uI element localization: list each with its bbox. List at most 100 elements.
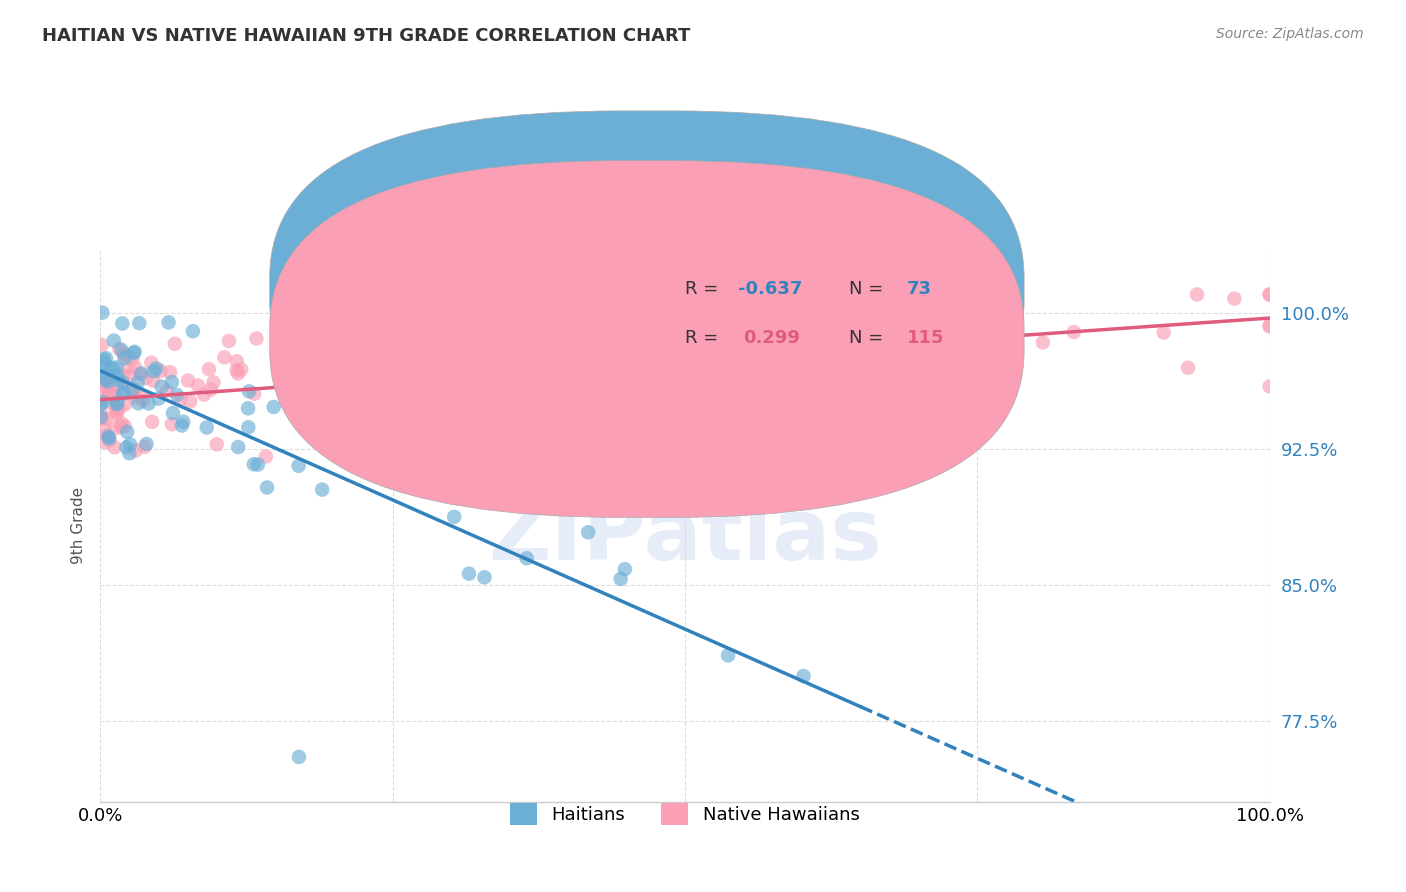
Point [172,415,194,429]
Point [541,322,564,336]
Point [157,315,180,329]
Point [1258,319,1281,334]
Point [90,407,112,421]
Text: N =: N = [849,329,889,347]
Point [124,344,146,359]
Point [115,349,138,363]
Point [200,383,222,397]
Point [91,305,114,319]
Point [145,361,167,376]
Point [613,562,636,576]
Point [103,361,125,376]
FancyBboxPatch shape [270,161,1024,517]
Point [105,407,128,421]
Point [352,384,374,399]
Point [225,354,247,368]
Point [225,363,247,377]
Point [121,351,143,366]
Point [159,365,181,379]
Point [91,395,114,409]
Point [287,458,309,473]
Point [96,383,118,397]
Point [609,572,631,586]
Point [662,375,685,389]
Point [100,361,122,376]
Point [117,360,139,375]
Point [149,364,172,378]
Point [283,351,305,365]
Point [288,408,311,422]
Point [125,443,148,458]
Point [112,347,135,361]
Point [105,395,128,409]
Point [160,375,183,389]
Point [91,360,114,375]
Point [98,434,121,448]
Point [128,367,150,381]
Point [326,351,349,366]
Point [114,419,136,434]
Point [93,352,115,367]
Point [112,385,135,400]
Point [202,376,225,390]
Point [90,410,112,425]
Point [111,317,134,331]
Point [142,364,165,378]
Point [118,369,141,384]
Point [104,390,127,404]
Point [1177,360,1199,375]
Point [122,346,145,360]
Point [516,551,538,566]
Point [110,379,132,393]
Point [1185,287,1208,301]
Point [112,368,135,383]
Point [583,346,606,360]
Point [238,420,260,434]
Point [93,379,115,393]
Point [214,351,236,365]
Text: -0.637: -0.637 [738,279,801,298]
Point [238,384,260,399]
Point [105,402,128,417]
Point [198,362,221,376]
Point [243,457,266,471]
Point [98,383,121,397]
Point [972,354,994,368]
Point [108,342,131,356]
Point [94,351,117,366]
Point [105,397,128,411]
Point [141,356,163,370]
Point [98,432,121,446]
Point [89,398,111,412]
Point [110,420,132,434]
Point [129,389,152,403]
Point [131,367,153,381]
Point [745,310,768,324]
Point [254,450,277,464]
Point [114,351,136,366]
Point [94,373,117,387]
Point [734,387,756,401]
Point [263,400,285,414]
Point [111,376,134,390]
Point [156,384,179,398]
Point [413,407,436,421]
Point [141,415,163,429]
Point [94,435,117,450]
Point [405,359,427,373]
Point [245,331,267,345]
Text: R =: R = [685,279,724,298]
Point [181,324,204,338]
Point [976,372,998,386]
Point [148,392,170,406]
Point [160,417,183,432]
Point [104,421,127,435]
Point [966,332,988,346]
Point [121,382,143,396]
Point [226,367,249,381]
Point [108,401,131,416]
Point [1032,335,1054,350]
Point [124,383,146,397]
Text: Source: ZipAtlas.com: Source: ZipAtlas.com [1216,27,1364,41]
Point [706,368,728,383]
